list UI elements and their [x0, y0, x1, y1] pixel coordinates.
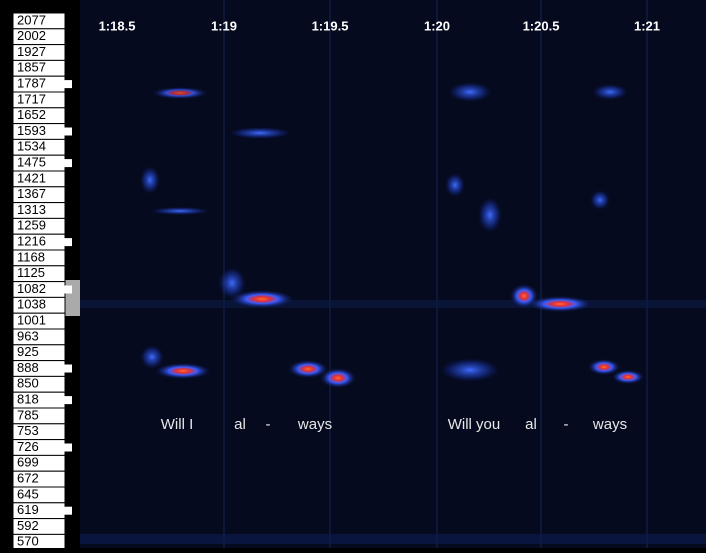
blob: [448, 82, 492, 102]
lyric: Will I: [161, 416, 194, 433]
time-label: 1:20.5: [523, 18, 560, 33]
key-marker: [64, 80, 72, 88]
blob: [150, 207, 210, 215]
frequency-label: 2002: [17, 28, 46, 43]
frequency-label: 1216: [17, 234, 46, 249]
blob: [445, 173, 465, 197]
frequency-label: 570: [17, 534, 39, 548]
frequency-label: 1857: [17, 60, 46, 75]
frequency-label: 1001: [17, 313, 46, 328]
frequency-label: 850: [17, 376, 39, 391]
lyric: ways: [297, 416, 332, 433]
blob: [320, 368, 356, 388]
lyric: Will you: [448, 416, 501, 433]
frequency-label: 753: [17, 423, 39, 438]
time-label: 1:18.5: [99, 18, 136, 33]
lyric: -: [564, 416, 569, 433]
time-label: 1:20: [424, 18, 450, 33]
key-marker: [64, 507, 72, 515]
lyric: ways: [592, 416, 627, 433]
blob: [140, 345, 164, 369]
frequency-label: 619: [17, 502, 39, 517]
frequency-label: 592: [17, 518, 39, 533]
frequency-label: 1927: [17, 44, 46, 59]
frequency-label: 1313: [17, 202, 46, 217]
key-marker: [64, 396, 72, 404]
blob: [152, 87, 208, 99]
key-marker: [64, 444, 72, 452]
frequency-label: 699: [17, 455, 39, 470]
frequency-label: 1082: [17, 281, 46, 296]
frequency-label: 645: [17, 486, 39, 501]
frequency-label: 2077: [17, 12, 46, 27]
lyric: al: [525, 416, 537, 433]
key-marker: [64, 238, 72, 246]
blob: [155, 363, 211, 379]
spectrogram-area: [80, 0, 706, 548]
blob: [230, 290, 294, 308]
blob: [478, 197, 502, 233]
key-marker: [64, 365, 72, 373]
blob: [528, 296, 592, 312]
frequency-label: 1367: [17, 186, 46, 201]
blob: [440, 358, 500, 382]
key-marker: [64, 128, 72, 136]
time-label: 1:19.5: [312, 18, 349, 33]
blob: [612, 370, 644, 384]
scroll-indicator: [64, 280, 80, 316]
frequency-label: 1475: [17, 155, 46, 170]
frequency-label: 785: [17, 407, 39, 422]
blob: [588, 359, 620, 375]
frequency-label: 1038: [17, 297, 46, 312]
blob: [140, 166, 160, 194]
blob: [590, 190, 610, 210]
key-marker: [64, 159, 72, 167]
frequency-label: 925: [17, 344, 39, 359]
frequency-label: 1593: [17, 123, 46, 138]
frequency-label: 1168: [17, 249, 45, 264]
time-label: 1:21: [634, 18, 660, 33]
lyric: -: [266, 416, 271, 433]
frequency-label: 1421: [17, 170, 46, 185]
frequency-labels: 2077200219271857178717171652159315341475…: [13, 12, 72, 548]
frequency-label: 1259: [17, 218, 46, 233]
frequency-label: 1717: [17, 91, 46, 106]
frequency-label: 818: [17, 392, 39, 407]
frequency-label: 1534: [17, 139, 46, 154]
time-label: 1:19: [211, 18, 237, 33]
band: [80, 300, 706, 308]
lyric: al: [234, 416, 246, 433]
frequency-label: 1125: [17, 265, 45, 280]
frequency-label: 888: [17, 360, 39, 375]
frequency-label: 963: [17, 328, 39, 343]
spectrogram-view: 2077200219271857178717171652159315341475…: [0, 0, 706, 548]
blob: [592, 84, 628, 100]
frequency-label: 726: [17, 439, 39, 454]
band: [80, 534, 706, 544]
frequency-label: 672: [17, 471, 39, 486]
frequency-label: 1652: [17, 107, 46, 122]
key-marker: [64, 286, 72, 294]
frequency-label: 1787: [17, 76, 46, 91]
blob: [228, 127, 292, 139]
